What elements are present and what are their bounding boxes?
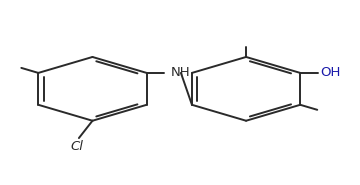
Text: NH: NH [171, 66, 190, 79]
Text: Cl: Cl [71, 139, 84, 152]
Text: OH: OH [320, 66, 340, 79]
